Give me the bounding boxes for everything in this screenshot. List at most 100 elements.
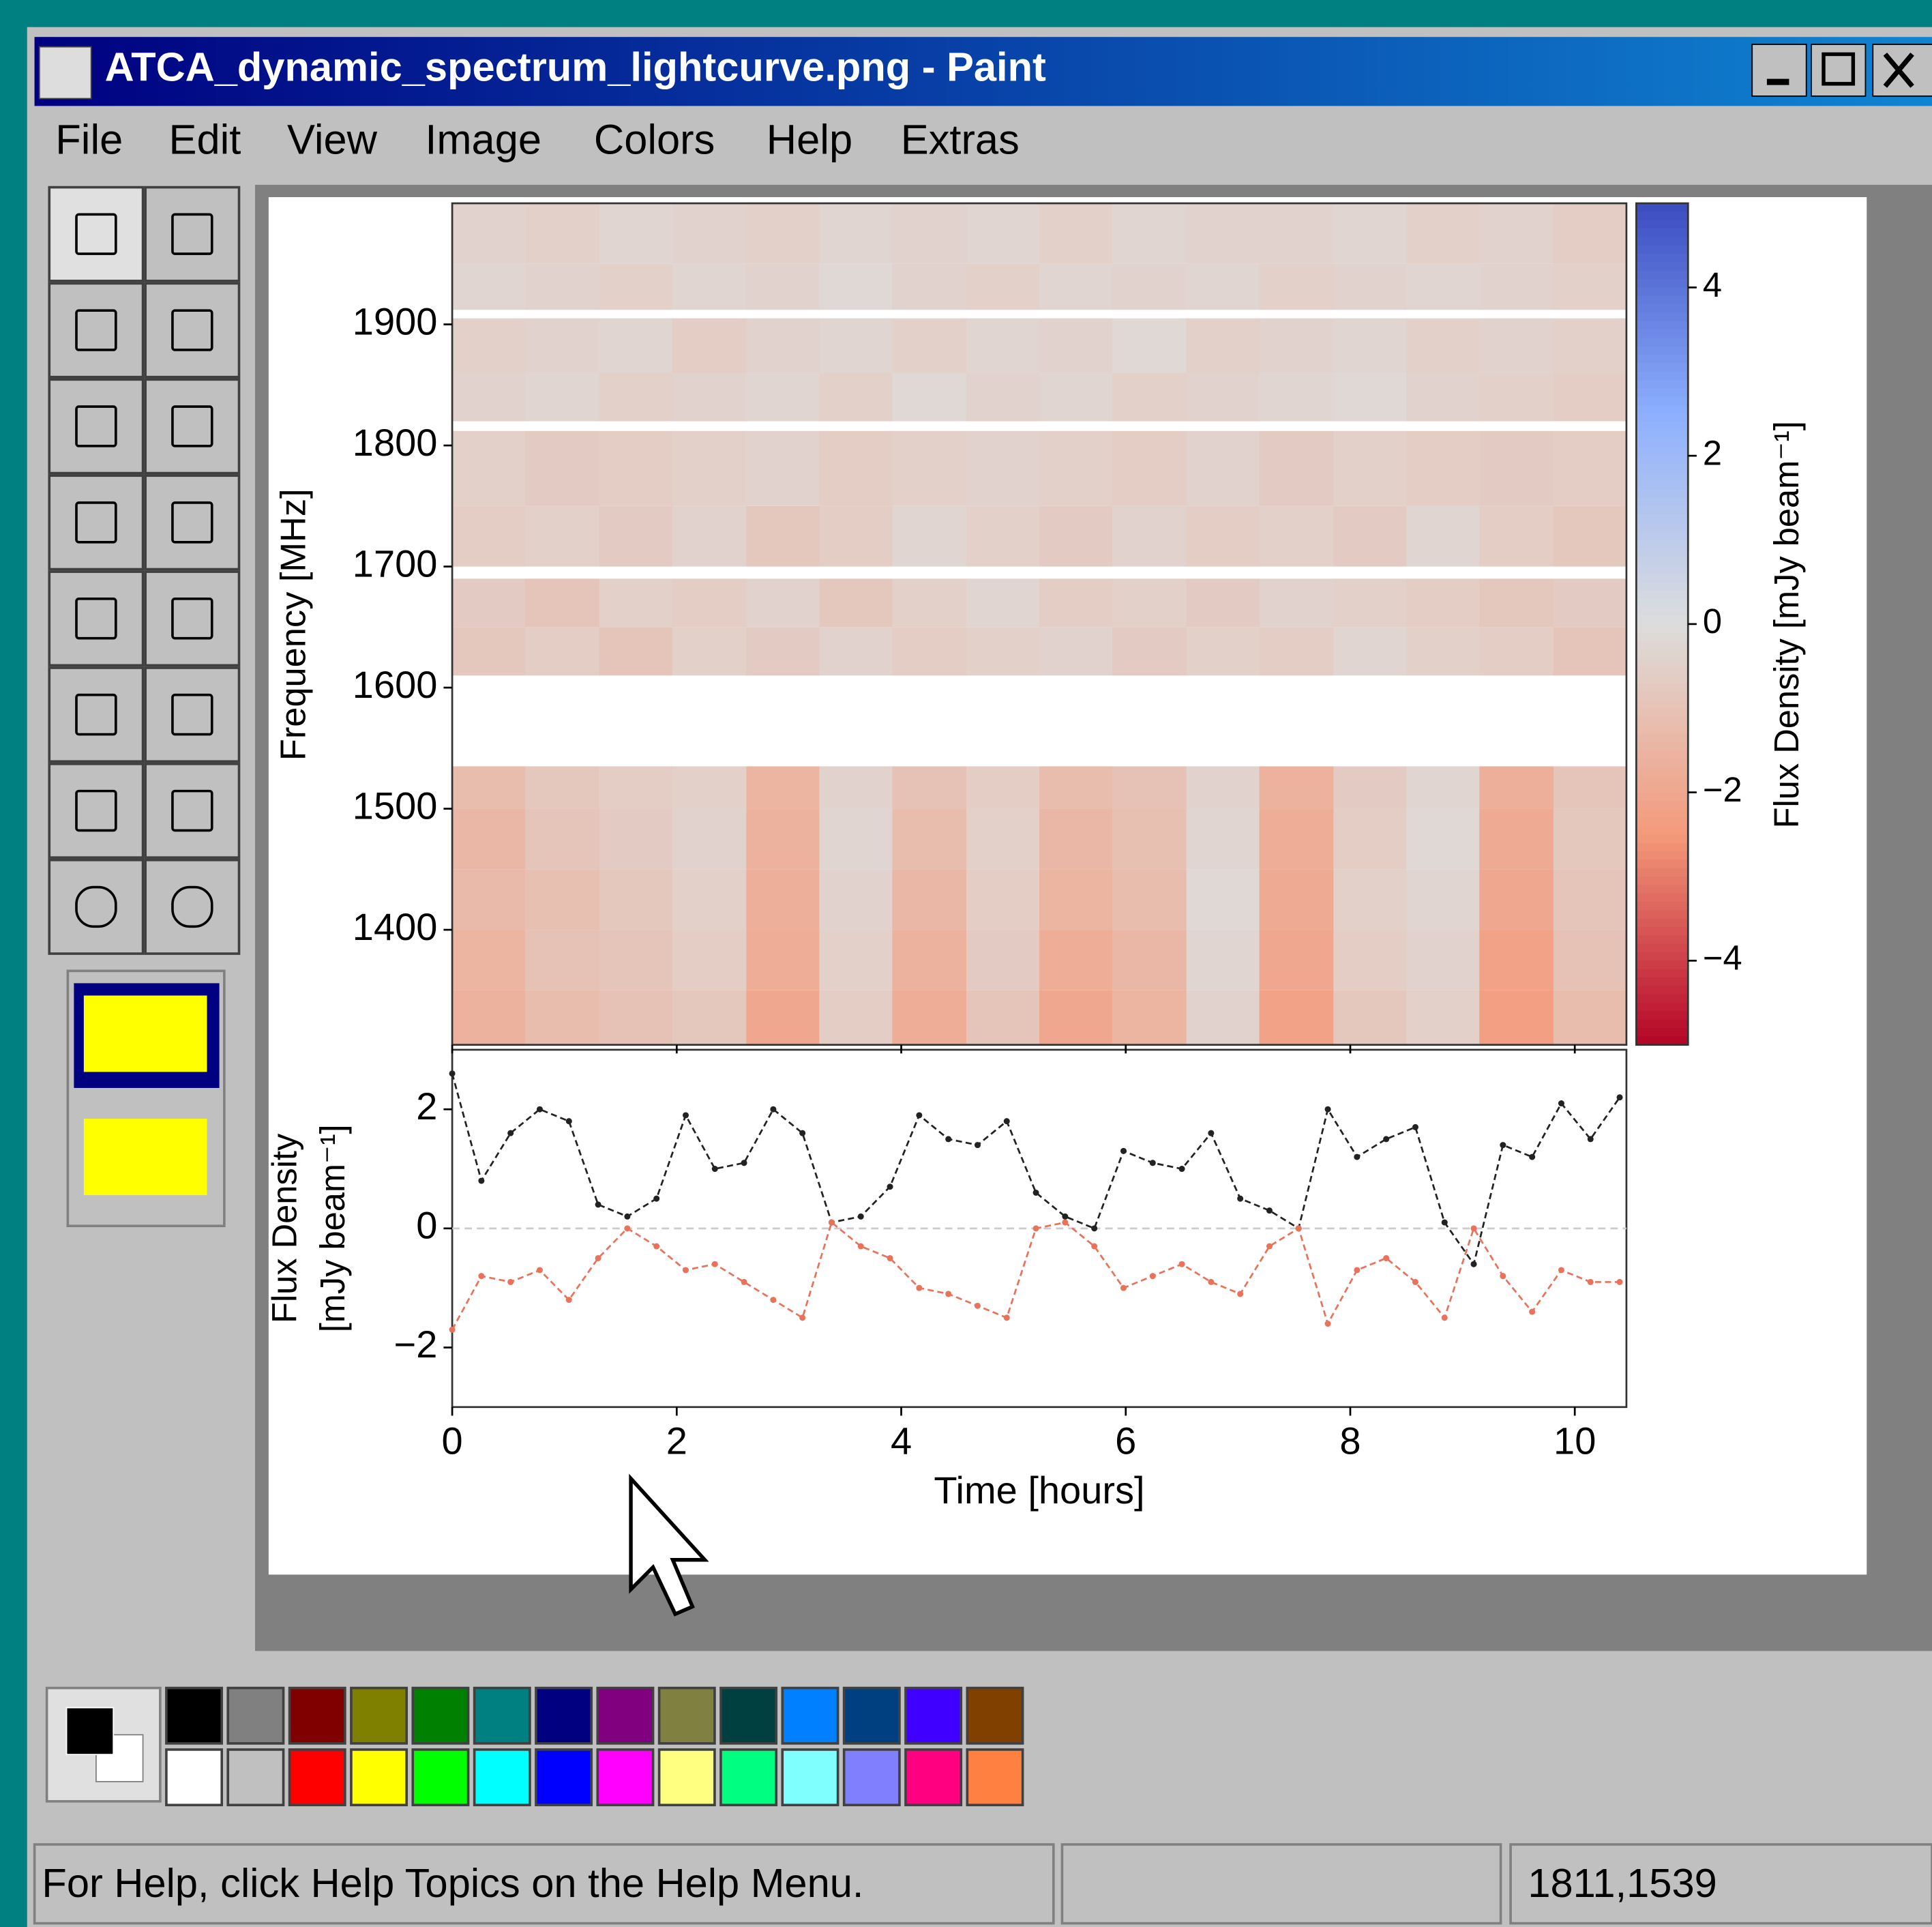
color-swatch[interactable] xyxy=(290,1688,345,1744)
color-swatch[interactable] xyxy=(721,1688,776,1744)
colorbar-segment xyxy=(1636,456,1688,465)
tool-button[interactable] xyxy=(49,283,143,377)
color-swatch[interactable] xyxy=(967,1688,1022,1744)
series-point xyxy=(566,1297,572,1303)
transparent-option[interactable] xyxy=(84,1119,207,1195)
tool-button[interactable] xyxy=(49,572,143,665)
tool-button[interactable] xyxy=(145,572,239,665)
colorbar-segment xyxy=(1636,683,1688,692)
menu-item[interactable]: Colors xyxy=(594,117,715,164)
color-swatch[interactable] xyxy=(351,1750,406,1805)
colorbar-segment xyxy=(1636,489,1688,498)
heatmap-cell xyxy=(966,990,1040,1045)
colorbar-segment xyxy=(1636,1003,1688,1012)
series-point xyxy=(1588,1279,1594,1285)
minimize-button[interactable] xyxy=(1752,44,1806,96)
heatmap-cell xyxy=(599,627,673,675)
color-swatch[interactable] xyxy=(782,1750,837,1805)
color-swatch[interactable] xyxy=(536,1750,591,1805)
heatmap-cell xyxy=(819,506,893,567)
menu-item[interactable]: Image xyxy=(425,117,541,164)
colorbar-segment xyxy=(1636,1028,1688,1037)
color-swatch[interactable] xyxy=(967,1750,1022,1805)
heatmap-cell xyxy=(1554,809,1627,870)
heatmap-cell xyxy=(966,766,1040,808)
color-swatch[interactable] xyxy=(413,1750,468,1805)
color-swatch[interactable] xyxy=(475,1750,530,1805)
color-swatch[interactable] xyxy=(906,1750,961,1805)
color-swatch[interactable] xyxy=(659,1750,715,1805)
color-swatch[interactable] xyxy=(475,1688,530,1744)
heatmap-cell xyxy=(1479,809,1554,870)
colorbar-segment xyxy=(1636,397,1688,406)
heatmap-cell xyxy=(599,203,673,264)
x-tick-label: 10 xyxy=(1554,1419,1596,1462)
tool-button[interactable] xyxy=(49,188,143,281)
maximize-button[interactable] xyxy=(1811,44,1865,96)
color-swatch[interactable] xyxy=(906,1688,961,1744)
colorbar-segment xyxy=(1636,229,1688,237)
heatmap-cell xyxy=(1554,990,1627,1045)
menu-item[interactable]: View xyxy=(287,117,378,164)
color-swatch[interactable] xyxy=(721,1750,776,1805)
color-swatch[interactable] xyxy=(351,1688,406,1744)
heatmap-cell xyxy=(1039,203,1113,264)
tool-button[interactable] xyxy=(145,379,239,473)
color-swatch[interactable] xyxy=(597,1688,653,1744)
heatmap-cell xyxy=(819,990,893,1045)
tool-button[interactable] xyxy=(145,860,239,954)
tool-button[interactable] xyxy=(49,475,143,569)
heatmap-cell xyxy=(1554,627,1627,675)
series-point xyxy=(829,1220,835,1226)
heatmap-cell xyxy=(1039,264,1113,310)
tool-button[interactable] xyxy=(49,764,143,857)
heatmap-cell xyxy=(1187,319,1260,373)
tool-button[interactable] xyxy=(49,668,143,761)
series-point xyxy=(1091,1225,1097,1231)
tool-button[interactable] xyxy=(49,860,143,954)
color-swatch[interactable] xyxy=(597,1750,653,1805)
colorbar-segment xyxy=(1636,952,1688,961)
close-button[interactable] xyxy=(1873,44,1932,96)
menu-item[interactable]: Help xyxy=(767,117,852,164)
colorbar-segment xyxy=(1636,599,1688,608)
color-swatch[interactable] xyxy=(413,1688,468,1744)
color-swatch[interactable] xyxy=(228,1688,283,1744)
menu-item[interactable]: Edit xyxy=(169,117,241,164)
heatmap-cell xyxy=(452,506,526,567)
colorbar-segment xyxy=(1636,801,1688,810)
color-swatch[interactable] xyxy=(166,1750,222,1805)
series-point xyxy=(1033,1190,1039,1196)
color-swatch[interactable] xyxy=(844,1688,900,1744)
heatmap-cell xyxy=(892,373,967,422)
heatmap-cell xyxy=(1260,373,1335,422)
tool-button[interactable] xyxy=(145,764,239,857)
colorbar-segment xyxy=(1636,548,1688,557)
series-point xyxy=(449,1327,456,1333)
colorbar-segment xyxy=(1636,262,1688,271)
color-swatch[interactable] xyxy=(536,1688,591,1744)
heatmap-cell xyxy=(1187,578,1260,627)
tool-button[interactable] xyxy=(49,379,143,473)
menu-item[interactable]: File xyxy=(55,117,123,164)
color-swatch[interactable] xyxy=(228,1750,283,1805)
tool-button[interactable] xyxy=(145,668,239,761)
colorbar-segment xyxy=(1636,818,1688,827)
series-point xyxy=(1354,1154,1360,1160)
colorbar-segment xyxy=(1636,607,1688,616)
color-swatch[interactable] xyxy=(659,1688,715,1744)
tool-button[interactable] xyxy=(145,188,239,281)
menu-item[interactable]: Extras xyxy=(901,117,1020,164)
colorbar-segment xyxy=(1636,271,1688,280)
series-point xyxy=(1296,1225,1302,1231)
heatmap-cell xyxy=(452,869,526,930)
color-swatch[interactable] xyxy=(166,1688,222,1744)
series-point xyxy=(507,1279,514,1285)
colorbar-segment xyxy=(1636,910,1688,919)
color-swatch[interactable] xyxy=(782,1688,837,1744)
tool-button[interactable] xyxy=(145,283,239,377)
series-point xyxy=(1120,1285,1127,1291)
color-swatch[interactable] xyxy=(290,1750,345,1805)
tool-button[interactable] xyxy=(145,475,239,569)
color-swatch[interactable] xyxy=(844,1750,900,1805)
